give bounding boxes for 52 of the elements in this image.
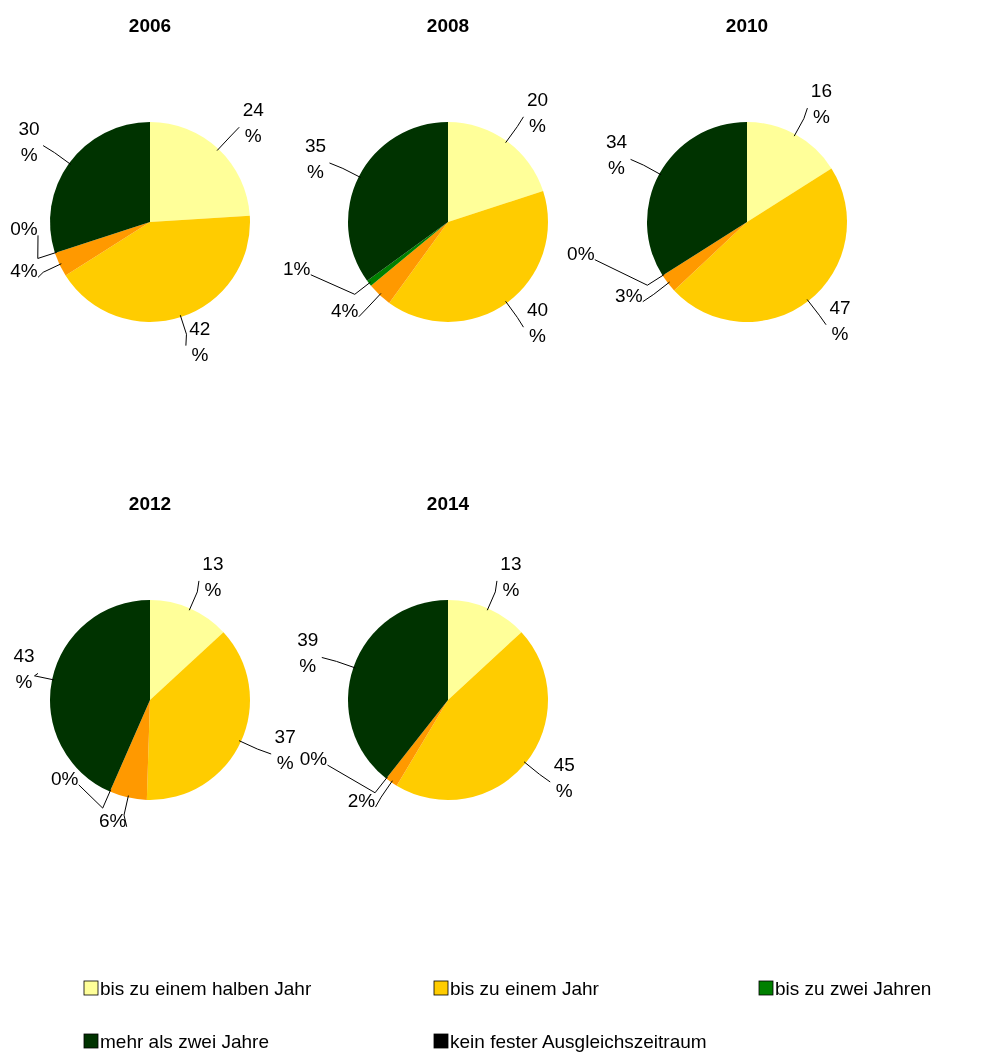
- category-label: kein fester Ausgleichszeitraum: [450, 1031, 707, 1052]
- chart-title: 2008: [426, 15, 470, 36]
- category-label: mehr als zwei Jahre: [100, 1031, 269, 1052]
- pie-slice: [647, 122, 747, 276]
- data-label: 43 %: [13, 645, 35, 693]
- text: 0%: [50, 767, 79, 789]
- data-label: 2%: [347, 790, 376, 812]
- category-label: bis zu einem Jahr: [450, 978, 600, 999]
- data-label: 1%: [283, 257, 311, 279]
- data-label: 39 %: [297, 629, 319, 677]
- category-label: bis zu zwei Jahren: [775, 978, 932, 999]
- data-label: 40 %: [526, 299, 549, 347]
- pie-slice: [65, 215, 250, 322]
- pie-slice: [348, 122, 448, 281]
- text: 0%: [567, 242, 595, 264]
- pie-slice: [370, 222, 448, 303]
- text: 0%: [10, 218, 38, 240]
- data-label: 13 %: [500, 552, 522, 600]
- pie-slice: [109, 700, 150, 800]
- data-label: 16 %: [810, 80, 832, 128]
- data-label: 4%: [10, 260, 38, 282]
- pie-slice: [146, 632, 250, 800]
- chart-title: 2010: [725, 15, 769, 36]
- pie-slice: [389, 191, 548, 322]
- category-label: bis zu einem halben Jahr: [100, 978, 312, 999]
- chart-title: 2014: [426, 493, 470, 514]
- pie-slice: [386, 700, 448, 786]
- data-label: 30 %: [18, 117, 40, 165]
- pie-slice: [50, 122, 150, 253]
- data-label: 34 %: [605, 131, 628, 179]
- chart-title: 2006: [128, 15, 172, 36]
- data-label: 37 %: [274, 726, 296, 773]
- text: 0%: [299, 748, 328, 770]
- pie-slice: [448, 600, 522, 700]
- pie-slice: [747, 122, 832, 222]
- data-label: 3%: [615, 284, 643, 306]
- chart-title: 2012: [128, 493, 172, 514]
- data-label: 4%: [331, 299, 359, 321]
- data-label: 24 %: [242, 99, 265, 147]
- data-label: 47 %: [829, 296, 851, 344]
- pie-slice: [50, 600, 150, 792]
- data-label: 42 %: [189, 317, 211, 365]
- data-label: 45 %: [553, 753, 575, 801]
- data-label: 35 %: [304, 134, 327, 182]
- pie-slice: [662, 222, 747, 291]
- pie-slice: [150, 600, 224, 700]
- data-label: 20 %: [526, 88, 549, 136]
- data-label: 13 %: [202, 552, 224, 600]
- pie-slice: [54, 222, 150, 276]
- pie-slice: [396, 632, 548, 800]
- data-label: 6%: [98, 809, 127, 831]
- pie-slice: [348, 600, 448, 779]
